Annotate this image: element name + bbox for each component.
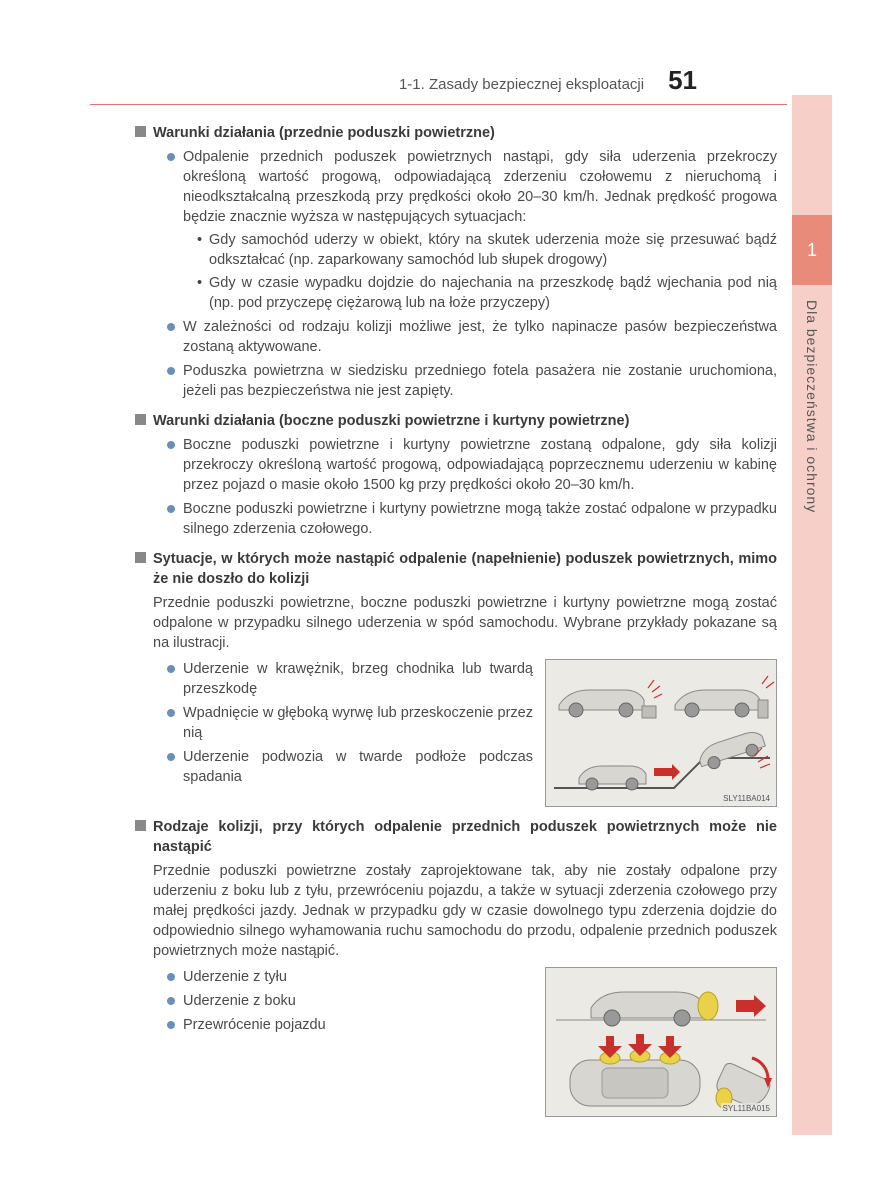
chapter-tab: 1	[792, 215, 832, 285]
illustration-label: SLY11BA014	[721, 793, 772, 804]
section-title: Warunki działania (przednie poduszki pow…	[135, 123, 777, 143]
list-item: Uderzenie w krawężnik, brzeg chodnika lu…	[167, 659, 533, 699]
sub-list-item: Gdy w czasie wypadku dojdzie do najechan…	[197, 273, 777, 313]
list-item: Wpadnięcie w głęboką wyrwę lub przeskocz…	[167, 703, 533, 743]
illustration-label: SYL11BA015	[721, 1103, 772, 1114]
page-number: 51	[668, 65, 697, 96]
list-item: Uderzenie z boku	[167, 991, 533, 1011]
main-content: Warunki działania (przednie poduszki pow…	[0, 123, 877, 1117]
list-item: Uderzenie podwozia w twarde podłoże podc…	[167, 747, 533, 787]
chapter-label-vertical: Dla bezpieczeństwa i ochrony	[792, 300, 832, 700]
sub-list-item: Gdy samochód uderzy w obiekt, który na s…	[197, 230, 777, 270]
section-may-not-deploy: Rodzaje kolizji, przy których odpalenie …	[135, 817, 777, 1117]
list-item: Uderzenie z tyłu	[167, 967, 533, 987]
illustration-collision-types: SYL11BA015	[545, 967, 777, 1117]
section-title: Rodzaje kolizji, przy których odpalenie …	[135, 817, 777, 857]
chapter-label-text: Dla bezpieczeństwa i ochrony	[804, 300, 820, 513]
list-item: W zależności od rodzaju kolizji możliwe …	[167, 317, 777, 357]
section-intro: Przednie poduszki powietrzne zostały zap…	[135, 861, 777, 961]
chapter-number: 1	[807, 240, 817, 261]
list-item: Boczne poduszki powietrzne i kurtyny pow…	[167, 435, 777, 495]
header-section-title: 1-1. Zasady bezpiecznej eksploatacji	[399, 76, 644, 93]
bullet-text: Odpalenie przednich poduszek powietrznyc…	[183, 149, 777, 225]
section-side-airbags: Warunki działania (boczne poduszki powie…	[135, 411, 777, 539]
list-item: Poduszka powietrzna w siedzisku przednie…	[167, 361, 777, 401]
section-no-collision-deploy: Sytuacje, w których może nastąpić odpale…	[135, 549, 777, 807]
list-item: Przewrócenie pojazdu	[167, 1015, 533, 1035]
section-title: Sytuacje, w których może nastąpić odpale…	[135, 549, 777, 589]
list-item: Boczne poduszki powietrzne i kurtyny pow…	[167, 499, 777, 539]
section-title: Warunki działania (boczne poduszki powie…	[135, 411, 777, 431]
illustration-undercarriage-impact: SLY11BA014	[545, 659, 777, 807]
list-item: Odpalenie przednich poduszek powietrznyc…	[167, 147, 777, 313]
section-intro: Przednie poduszki powietrzne, boczne pod…	[135, 593, 777, 653]
section-front-airbags: Warunki działania (przednie poduszki pow…	[135, 123, 777, 401]
page-header: 1-1. Zasady bezpiecznej eksploatacji 51	[90, 65, 787, 105]
